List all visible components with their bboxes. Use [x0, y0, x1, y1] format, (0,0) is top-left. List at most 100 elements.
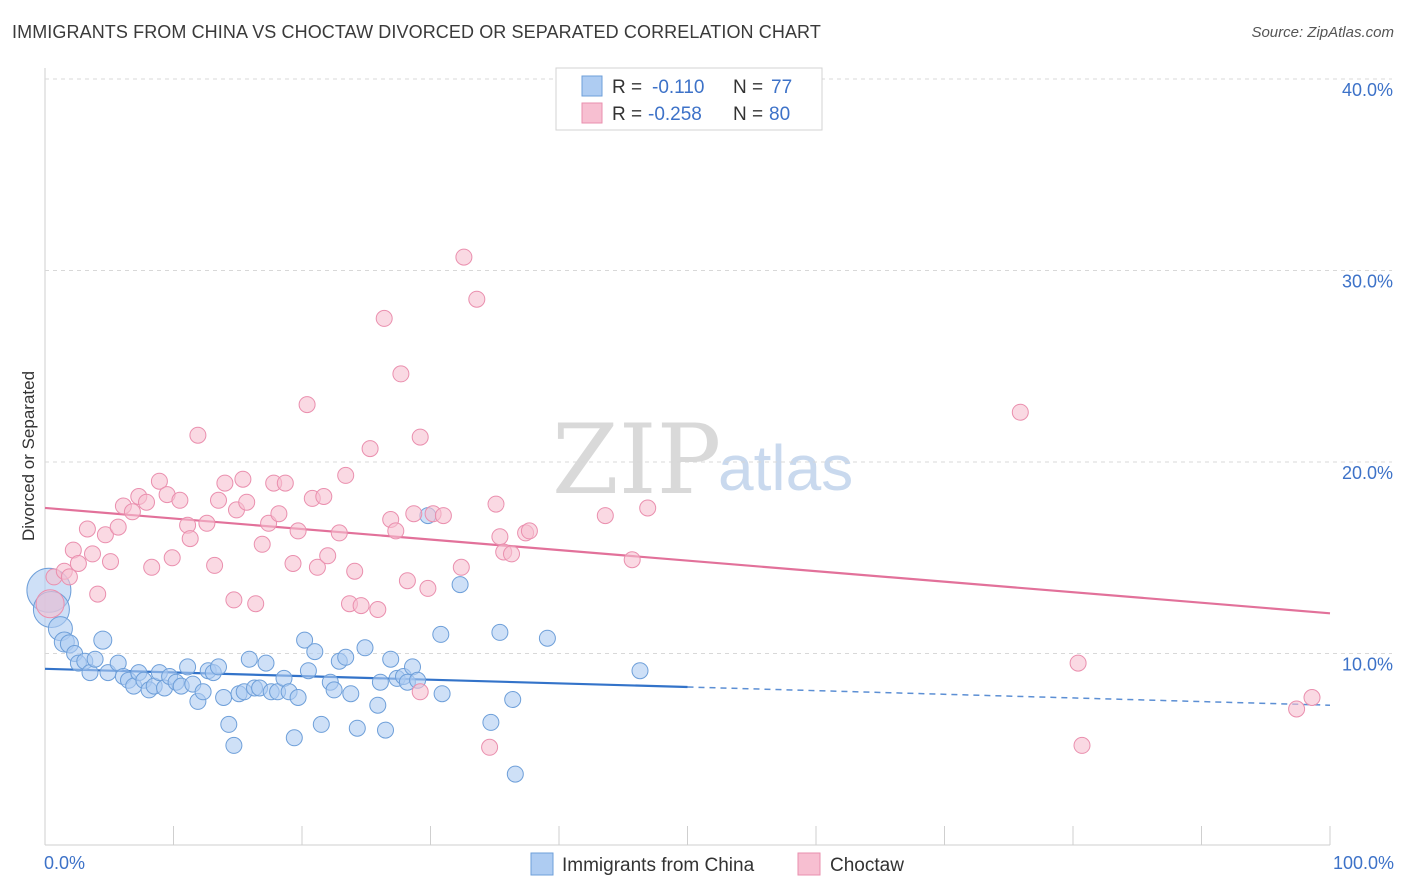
point-choctaw-78 — [1073, 736, 1091, 754]
point-choctaw-39 — [289, 522, 307, 540]
bottom-legend-swatch-china — [530, 852, 554, 876]
legend-swatch-china — [581, 75, 603, 97]
point-choctaw-25 — [206, 556, 224, 574]
point-china-73 — [504, 691, 522, 708]
point-china-54 — [337, 648, 355, 666]
trend-line-china-projection — [687, 686, 1331, 706]
point-choctaw-59 — [419, 579, 437, 597]
point-choctaw-11 — [109, 518, 127, 536]
point-china-48 — [299, 662, 317, 680]
chart-title: IMMIGRANTS FROM CHINA VS CHOCTAW DIVORCE… — [12, 22, 821, 42]
bottom-legend-swatch-choctaw — [797, 852, 821, 876]
y-tick-label-10: 10.0% — [1342, 655, 1393, 675]
point-china-37 — [240, 650, 258, 668]
point-china-25 — [179, 658, 197, 676]
point-choctaw-66 — [487, 495, 505, 513]
point-choctaw-46 — [337, 466, 355, 484]
point-choctaw-48 — [346, 562, 364, 580]
point-choctaw-23 — [189, 426, 207, 444]
point-china-50 — [312, 715, 330, 733]
point-choctaw-58 — [411, 428, 429, 446]
legend-r-label-choctaw: R = — [612, 104, 642, 125]
bottom-legend: Immigrants from China Choctaw — [530, 852, 904, 876]
point-china-57 — [356, 639, 374, 657]
trend-line-choctaw — [44, 506, 1331, 615]
grid-layer — [45, 78, 1392, 654]
point-choctaw-44 — [319, 547, 337, 565]
point-choctaw-52 — [375, 309, 393, 327]
point-china-55 — [342, 685, 360, 703]
point-choctaw-75 — [639, 499, 657, 517]
point-choctaw-64 — [455, 248, 473, 266]
point-choctaw-80 — [1303, 689, 1321, 706]
point-china-75 — [538, 629, 556, 647]
data-points — [26, 248, 1321, 783]
x-tick-label-min: 0.0% — [44, 853, 85, 873]
legend-box: R = -0.110 N = 77 R = -0.258 N = 80 — [555, 67, 823, 131]
point-choctaw-9 — [96, 526, 114, 544]
point-choctaw-31 — [238, 493, 256, 511]
watermark-zip: ZIP — [552, 404, 721, 516]
point-china-10 — [93, 630, 113, 650]
point-choctaw-51 — [369, 601, 387, 618]
point-china-76 — [631, 662, 649, 680]
point-choctaw-24 — [198, 514, 216, 532]
point-china-70 — [451, 576, 469, 594]
point-choctaw-3 — [60, 568, 78, 586]
point-choctaw-72 — [481, 738, 499, 756]
point-choctaw-69 — [503, 545, 520, 563]
point-choctaw-79 — [1288, 700, 1306, 718]
point-china-9 — [86, 650, 104, 668]
point-choctaw-7 — [84, 545, 101, 563]
point-choctaw-61 — [434, 507, 452, 525]
y-tick-label-20: 20.0% — [1342, 463, 1393, 483]
point-china-34 — [225, 736, 243, 754]
y-tick-label-30: 30.0% — [1342, 272, 1393, 292]
point-china-69 — [433, 685, 451, 703]
point-choctaw-16 — [143, 558, 161, 576]
point-choctaw-76 — [1011, 403, 1029, 421]
point-china-33 — [220, 715, 238, 733]
point-choctaw-5 — [69, 555, 87, 572]
point-choctaw-30 — [234, 470, 252, 488]
point-choctaw-63 — [452, 558, 470, 576]
point-choctaw-8 — [89, 585, 107, 603]
point-choctaw-43 — [315, 488, 333, 505]
bottom-legend-label-china: Immigrants from China — [562, 855, 755, 876]
point-choctaw-10 — [102, 553, 119, 571]
point-china-56 — [348, 719, 366, 737]
point-choctaw-42 — [308, 558, 326, 576]
legend-n-label-choctaw: N = — [733, 104, 763, 125]
legend-r-label-china: R = — [612, 77, 642, 98]
point-choctaw-6 — [78, 520, 96, 538]
point-choctaw-32 — [247, 595, 265, 613]
point-choctaw-26 — [210, 491, 227, 509]
point-china-45 — [285, 729, 303, 747]
point-choctaw-71 — [520, 522, 538, 540]
point-china-68 — [432, 625, 450, 643]
point-china-61 — [382, 650, 400, 668]
point-choctaw-13 — [123, 503, 141, 521]
bottom-legend-label-choctaw: Choctaw — [830, 855, 904, 876]
legend-r-value-china: -0.110 — [652, 77, 704, 98]
point-choctaw-40 — [298, 396, 316, 414]
legend-n-label-china: N = — [733, 77, 763, 98]
point-choctaw-38 — [284, 555, 302, 572]
watermark-atlas: atlas — [718, 432, 853, 504]
point-choctaw-20 — [171, 491, 189, 509]
point-china-49 — [306, 643, 324, 661]
y-tick-labels: 10.0% 20.0% 30.0% 40.0% — [1342, 80, 1393, 675]
legend-r-value-choctaw: -0.258 — [648, 104, 702, 125]
point-choctaw-77 — [1069, 654, 1087, 672]
point-china-46 — [289, 689, 307, 706]
point-china-72 — [491, 623, 509, 641]
legend-swatch-choctaw — [581, 102, 603, 124]
point-choctaw-28 — [225, 591, 243, 609]
point-choctaw-22 — [181, 530, 199, 548]
x-tick-label-max: 100.0% — [1333, 853, 1394, 873]
point-choctaw-55 — [392, 365, 410, 383]
point-china-31 — [210, 658, 227, 676]
point-choctaw-17 — [150, 472, 168, 490]
point-china-59 — [371, 673, 389, 691]
